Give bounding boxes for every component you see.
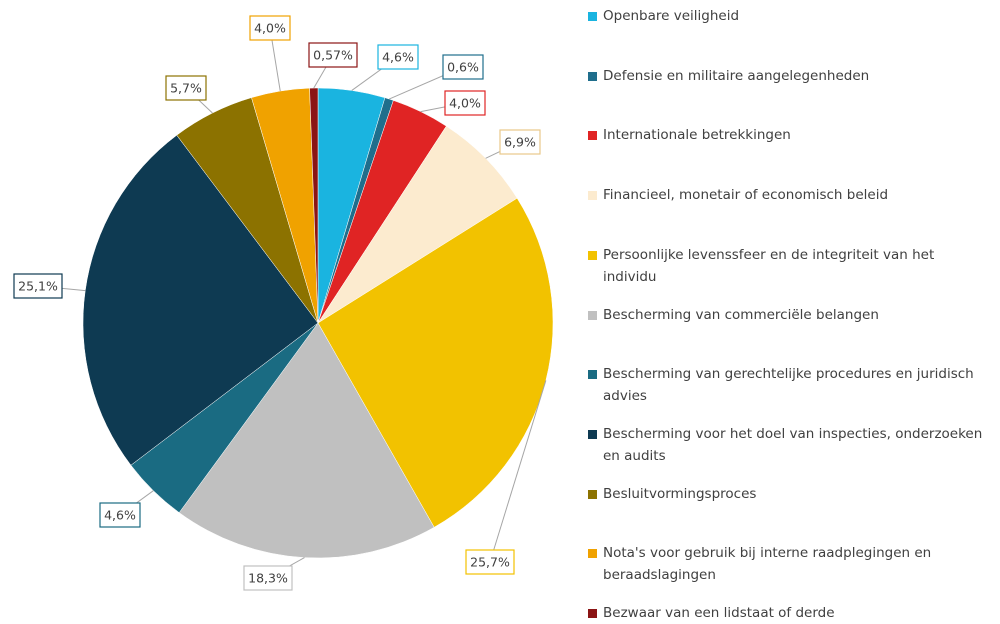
label-box (377, 44, 419, 70)
legend-label: Internationale betrekkingen (603, 127, 791, 144)
legend-swatch (588, 549, 597, 559)
legend-swatch (588, 310, 597, 320)
label-box (442, 54, 484, 80)
data-label: 0,57% (313, 48, 353, 63)
legend-swatch (588, 609, 597, 618)
legend-swatch (588, 131, 597, 141)
legend-item: Financieel, monetair of economisch belei… (588, 184, 988, 206)
legend-label: Bescherming van commerciële belangen (603, 306, 879, 323)
legend-item: Internationale betrekkingen (588, 124, 988, 146)
legend-item: Bezwaar van een lidstaat of derde (588, 602, 988, 624)
label-box (243, 565, 293, 591)
label-box (444, 90, 486, 116)
legend-label: Bezwaar van een lidstaat of derde (603, 605, 835, 621)
legend-swatch (588, 250, 597, 260)
legend-swatch (588, 370, 597, 380)
data-label: 4,0% (254, 21, 286, 36)
label-box (165, 75, 207, 101)
data-label: 4,6% (104, 508, 136, 523)
legend-item: Persoonlijke levenssfeer en de integrite… (588, 244, 988, 288)
legend-item: Defensie en militaire aangelegenheden (588, 65, 988, 87)
legend-label: Nota's voor gebruik bij interne raadpleg… (603, 545, 932, 584)
label-box (13, 273, 63, 299)
data-label: 0,6% (447, 60, 479, 75)
data-label: 18,3% (248, 571, 288, 586)
legend-label: Bescherming van gerechtelijke procedures… (603, 366, 974, 405)
data-label: 25,1% (18, 279, 58, 294)
leader-line (489, 380, 547, 563)
label-box (308, 42, 358, 68)
legend-label: Openbare veiligheid (603, 8, 740, 24)
legend-swatch (588, 191, 597, 201)
data-label: 25,7% (470, 555, 510, 570)
label-box (465, 549, 515, 575)
label-box (249, 15, 291, 41)
legend-item: Nota's voor gebruik bij interne raadpleg… (588, 542, 988, 586)
data-label: 4,6% (382, 50, 414, 65)
legend-item: Bescherming van commerciële belangen (588, 304, 988, 326)
legend-item: Bescherming van gerechtelijke procedures… (588, 363, 988, 407)
legend-swatch (588, 71, 597, 81)
data-label: 4,0% (449, 96, 481, 111)
legend-swatch (588, 429, 597, 439)
legend-item: Besluitvormingsproces (588, 483, 988, 505)
legend-label: Financieel, monetair of economisch belei… (603, 187, 889, 204)
legend-label: Besluitvormingsproces (603, 485, 757, 502)
legend-label: Persoonlijke levenssfeer en de integrite… (603, 246, 935, 285)
label-box (99, 502, 141, 528)
legend-item: Openbare veiligheid (588, 5, 988, 27)
legend-label: Defensie en militaire aangelegenheden (603, 67, 870, 84)
data-label: 6,9% (504, 135, 536, 150)
label-box (499, 129, 541, 155)
pie-slice (309, 87, 319, 324)
data-label: 5,7% (170, 81, 202, 96)
legend-item: Bescherming voor het doel van inspecties… (588, 423, 988, 467)
legend-label: Bescherming voor het doel van inspecties… (603, 425, 983, 464)
data-labels: 4,6% 0,6% 4,0% 6,9% 25,7% 18,3% 4,6% 25,1% 5,7% 4… (13, 15, 547, 591)
legend-swatch (588, 12, 597, 21)
pie-slice (82, 134, 319, 466)
legend-swatch (588, 489, 597, 499)
